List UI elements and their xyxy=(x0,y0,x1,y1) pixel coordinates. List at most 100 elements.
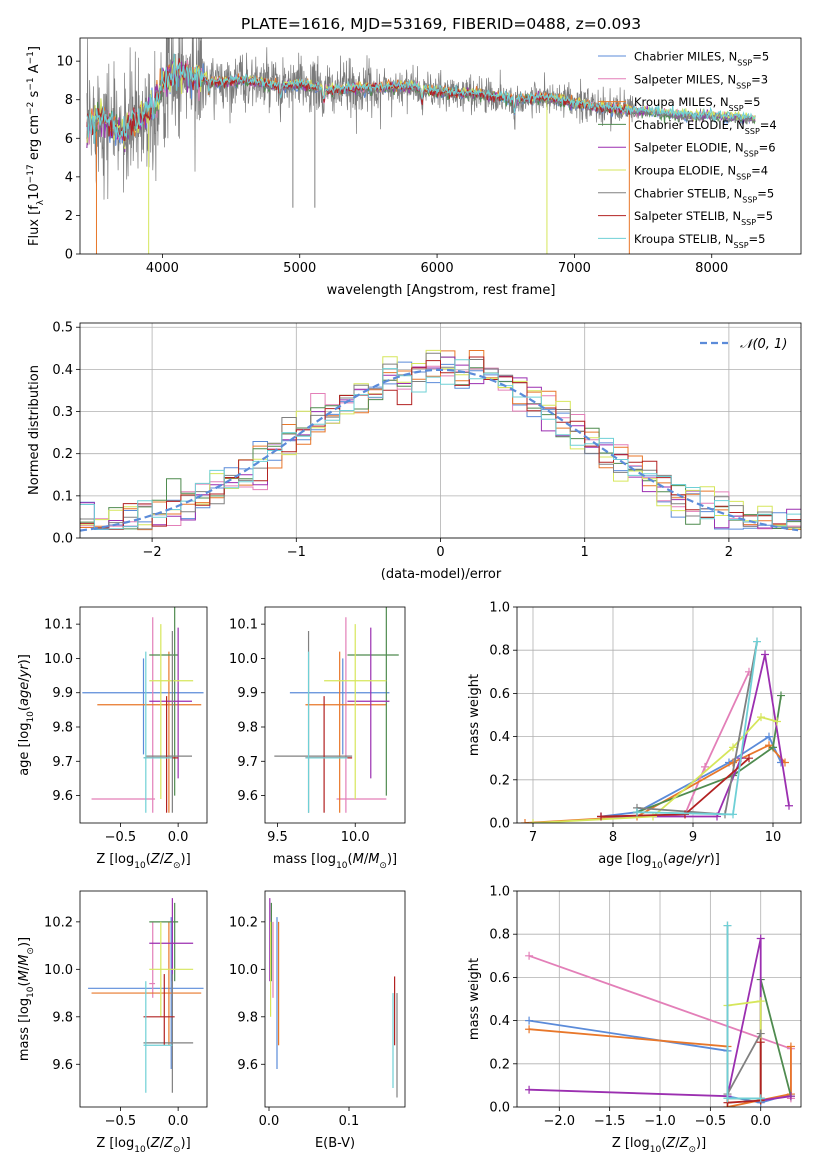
model-line-kroupa-stelib xyxy=(86,53,756,144)
y-tick-label: 10.1 xyxy=(229,618,258,633)
y-tick-label: 0.4 xyxy=(489,1014,510,1029)
panel-mass_weight_vs_Z: −2.0 −1.5 −1.0 −0.5 0.0 0.0 0.2 0.4 0.6 0.8 1.0 Z [… xyxy=(467,885,802,1155)
x-tick-label: 5000 xyxy=(283,261,316,276)
series-marker xyxy=(761,650,769,659)
axes-frame xyxy=(264,606,406,824)
x-axis-label: age [log10(age/yr)] xyxy=(598,852,720,871)
panel-mass_weight_vs_age: 7 8 9 10 0.0 0.2 0.4 0.6 0.8 1.0 age [log10(age/yr… xyxy=(467,601,802,871)
y-tick-label: 0.5 xyxy=(52,321,73,336)
error-bar-point xyxy=(347,627,390,779)
y-tick-label: 0.2 xyxy=(52,447,73,462)
series-marker xyxy=(525,1085,534,1094)
panel-residuals: −2 −1 0 1 2 0.0 0.1 0.2 0.3 0.4 0.5 𝒩(0, 1) (data-mo… xyxy=(27,321,802,582)
x-tick-label: 9.5 xyxy=(267,830,288,845)
x-tick-label: −0.5 xyxy=(695,1114,727,1129)
legend-entry: Salpeter MILES, NSSP=3 xyxy=(634,72,768,90)
y-tick-label: 9.7 xyxy=(237,755,258,770)
y-tick-label: 0.6 xyxy=(489,971,510,986)
series-marker xyxy=(701,762,709,771)
series-marker xyxy=(525,1016,534,1025)
error-bar-point xyxy=(149,902,179,982)
y-tick-label: 1.0 xyxy=(489,885,510,900)
y-tick-label: 10.0 xyxy=(44,652,73,667)
x-tick-label: −1.0 xyxy=(644,1114,676,1129)
series-marker xyxy=(729,810,737,819)
x-tick-label: 7 xyxy=(529,830,537,845)
plot-area xyxy=(86,38,756,254)
series-line-chabrier-elodie xyxy=(727,979,792,1100)
y-tick-label: 9.8 xyxy=(52,1010,73,1025)
legend-entry: Chabrier MILES, NSSP=5 xyxy=(634,50,769,68)
plot-area xyxy=(274,607,399,813)
error-bar-point xyxy=(149,921,156,998)
plot-area xyxy=(88,898,204,1093)
y-tick-label: 2 xyxy=(65,209,73,224)
x-tick-label: −2 xyxy=(143,545,162,560)
series-marker xyxy=(723,921,732,930)
series-marker xyxy=(729,758,737,767)
x-tick-label: 1 xyxy=(581,545,589,560)
x-tick-label: 2 xyxy=(725,545,733,560)
error-bar-point xyxy=(82,658,204,755)
y-tick-label: 9.9 xyxy=(52,686,73,701)
y-tick-label: 10.0 xyxy=(229,963,258,978)
y-tick-label: 0.8 xyxy=(489,928,510,943)
y-tick-label: 9.8 xyxy=(237,721,258,736)
series-marker xyxy=(521,819,529,823)
y-tick-label: 0.6 xyxy=(489,687,510,702)
y-tick-label: 0.0 xyxy=(52,532,73,547)
error-bar-point xyxy=(145,631,192,813)
x-tick-label: 0.0 xyxy=(168,1114,189,1129)
plot-area xyxy=(525,921,795,1107)
panel-age_vs_Z: −0.5 0.0 9.6 9.7 9.8 9.9 10.0 10.1 Z [log10(Z/Z⊙… xyxy=(17,606,208,871)
series-marker xyxy=(649,812,657,821)
legend-entry: Salpeter ELODIE, NSSP=6 xyxy=(634,141,776,159)
y-axis-label: mass [log10(M/M⊙)] xyxy=(17,937,36,1061)
error-bar-point xyxy=(143,651,173,813)
y-axis-label: mass weight xyxy=(467,958,482,1040)
y-tick-label: 0.2 xyxy=(489,773,510,788)
error-bar-point xyxy=(305,651,387,813)
x-tick-label: 8 xyxy=(609,830,617,845)
series-marker xyxy=(785,801,793,810)
plot-area xyxy=(82,607,204,813)
series-marker xyxy=(745,754,753,763)
legend-entry: Chabrier STELIB, NSSP=5 xyxy=(634,186,774,204)
y-axis-label: Flux [fλ10−17 erg cm−2 s−1 A−1] xyxy=(26,46,46,246)
y-tick-label: 8 xyxy=(65,93,73,108)
series-marker xyxy=(756,1094,765,1103)
y-tick-label: 9.6 xyxy=(52,789,73,804)
panel-mass_vs_EBV: 0.0 0.1 9.6 9.8 10.0 10.2 E(B-V) xyxy=(229,890,406,1151)
y-tick-label: 9.6 xyxy=(237,789,258,804)
error-bar-point xyxy=(324,624,387,799)
x-axis-label: E(B-V) xyxy=(315,1136,355,1151)
series-marker xyxy=(777,691,785,700)
x-tick-label: −0.5 xyxy=(105,830,137,845)
error-bar-point xyxy=(143,981,173,1093)
y-tick-label: 0.0 xyxy=(489,817,510,832)
error-bar-point xyxy=(274,631,353,813)
error-bar-point xyxy=(91,617,156,813)
x-tick-label: 0.0 xyxy=(750,1114,771,1129)
gaussian-curve xyxy=(80,368,799,532)
y-tick-label: 10 xyxy=(56,55,73,70)
x-tick-label: 8000 xyxy=(695,261,728,276)
series-marker xyxy=(729,743,737,752)
error-bar-point xyxy=(143,974,175,1046)
axes-frame xyxy=(264,890,406,1108)
legend-entry: Chabrier ELODIE, NSSP=4 xyxy=(634,118,777,136)
x-tick-label: −1.5 xyxy=(594,1114,626,1129)
series-marker xyxy=(723,1094,732,1103)
y-tick-label: 0.0 xyxy=(489,1101,510,1116)
y-tick-label: 6 xyxy=(65,132,73,147)
x-tick-label: 4000 xyxy=(146,261,179,276)
y-tick-label: 10.2 xyxy=(44,915,73,930)
y-tick-label: 9.6 xyxy=(52,1058,73,1073)
y-tick-label: 0.8 xyxy=(489,644,510,659)
series-line-chabrier-elodie xyxy=(636,695,782,814)
y-tick-label: 10.0 xyxy=(44,963,73,978)
series-marker xyxy=(633,808,641,817)
series-marker xyxy=(529,819,537,823)
y-tick-label: 1.0 xyxy=(489,601,510,616)
